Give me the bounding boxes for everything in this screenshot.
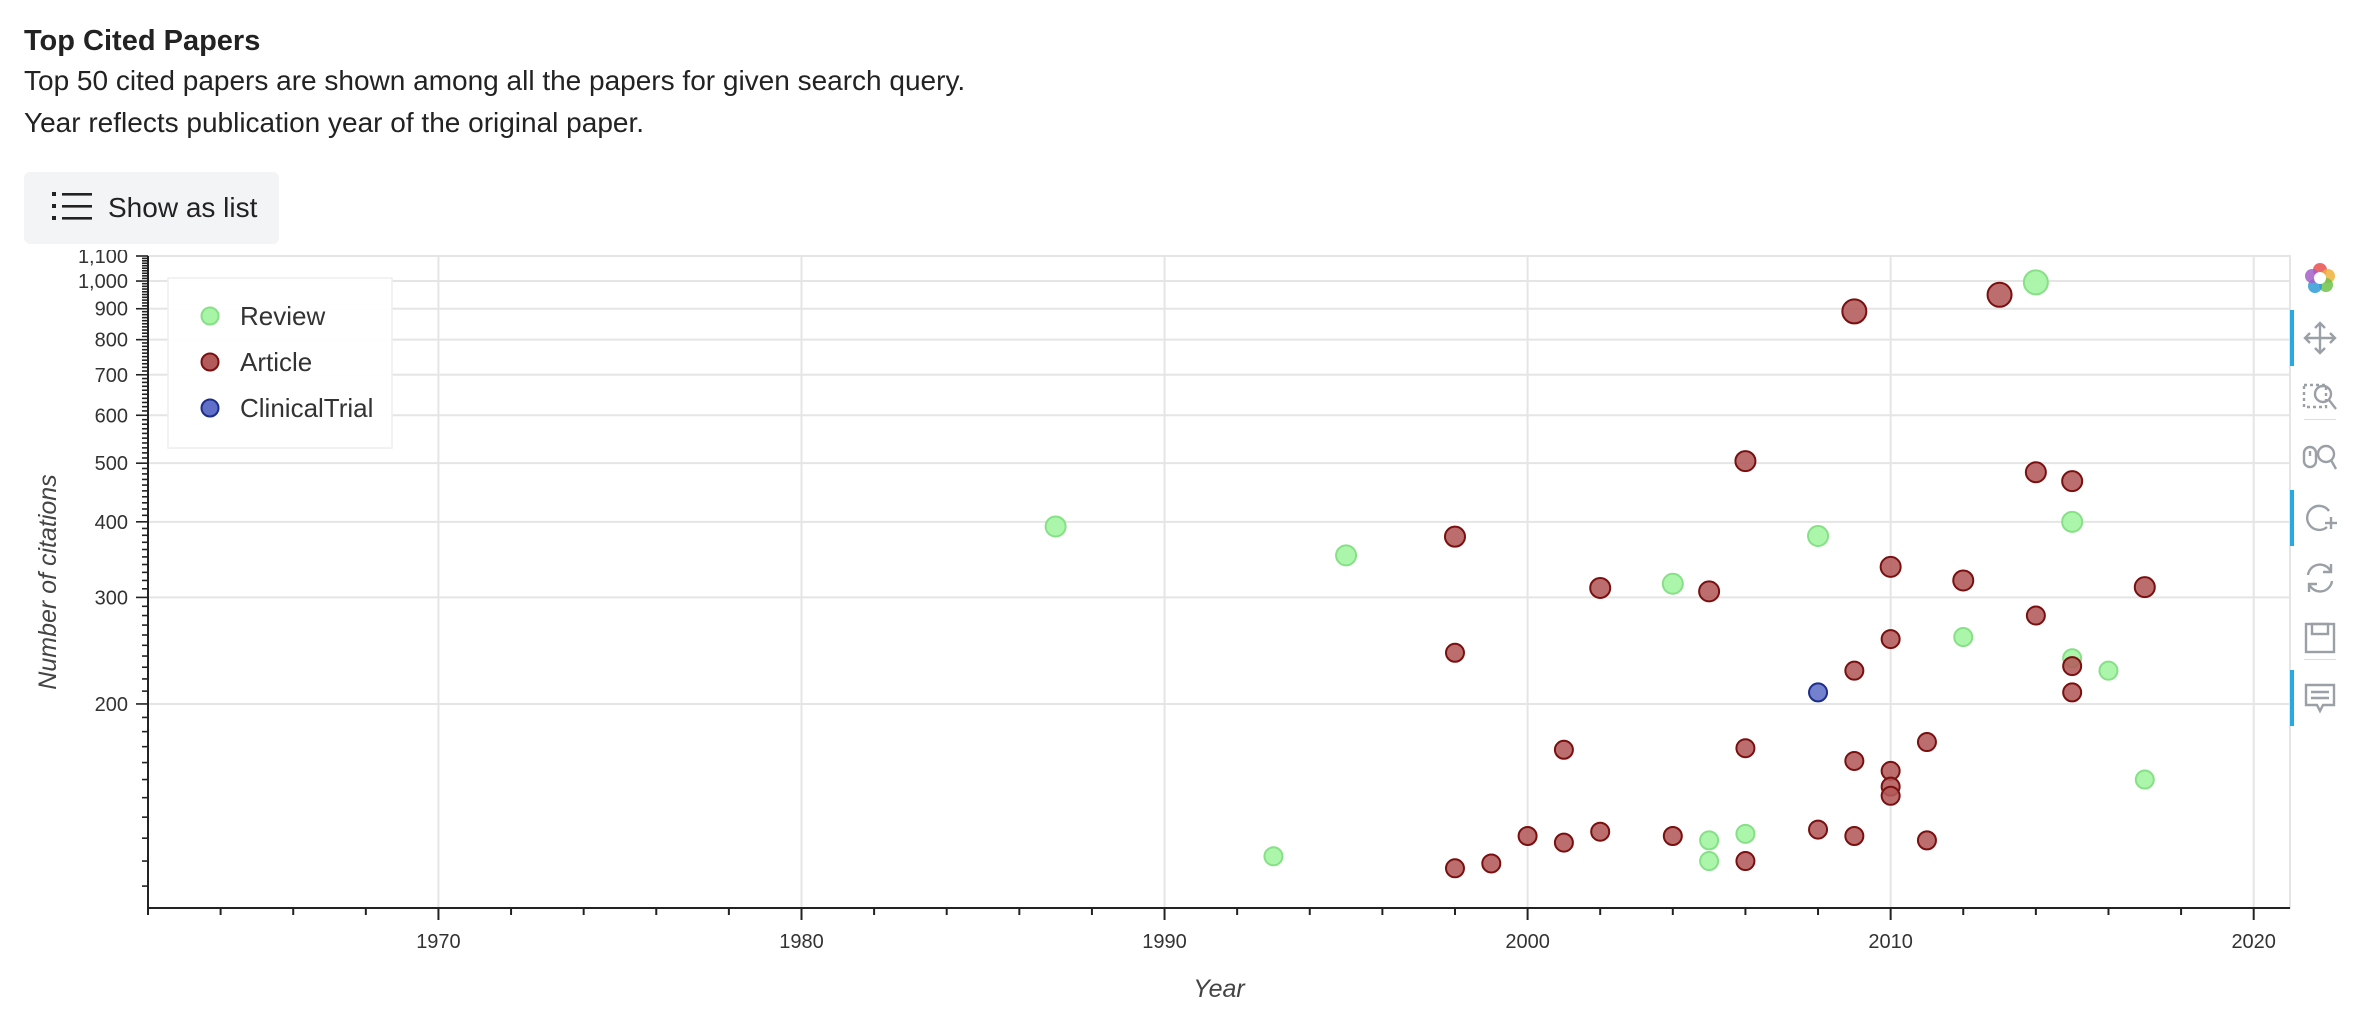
point-article — [1481, 853, 1502, 874]
x-tick-label: 1970 — [416, 931, 461, 953]
y-axis: 200 300 400 500 600 700 800 900 1,000 1,100 — [78, 250, 149, 908]
reset-icon[interactable] — [2290, 550, 2350, 606]
point-article — [1589, 576, 1612, 599]
legend-label: ClinicalTrial — [240, 393, 373, 423]
x-tick-label: 2000 — [1505, 931, 1550, 953]
point-article — [1808, 819, 1829, 840]
point-review — [2061, 510, 2084, 533]
wheel-zoom-icon[interactable] — [2290, 430, 2350, 486]
point-review — [1335, 544, 1358, 567]
y-tick-label: 800 — [95, 330, 128, 352]
point-article — [1952, 569, 1975, 592]
point-article — [2025, 605, 2046, 626]
point-article — [1735, 738, 1756, 759]
point-article — [1880, 629, 1901, 650]
point-article — [1880, 785, 1901, 806]
point-article — [2062, 682, 2083, 703]
description-line-1: Top 50 cited papers are shown among all … — [24, 65, 966, 96]
description-line-2: Year reflects publication year of the or… — [24, 107, 645, 138]
legend[interactable]: Review Article ClinicalTrial — [167, 277, 393, 449]
point-article — [1841, 298, 1868, 325]
chart-toolbar — [2290, 250, 2350, 750]
y-tick-label: 1,000 — [78, 271, 128, 293]
point-clinicaltrial — [1808, 682, 1829, 703]
point-article — [2133, 576, 2156, 599]
save-icon[interactable] — [2290, 610, 2350, 666]
header: Top Cited Papers Top 50 cited papers are… — [24, 22, 965, 144]
point-article — [1590, 821, 1611, 842]
point-review — [1735, 823, 1756, 844]
legend-label: Article — [240, 347, 312, 377]
point-article — [2062, 656, 2083, 677]
grid — [148, 255, 2290, 908]
legend-marker — [200, 306, 220, 326]
list-icon — [50, 188, 94, 229]
point-article — [1553, 739, 1574, 760]
point-article — [1698, 580, 1721, 603]
bokeh-logo-icon[interactable] — [2290, 250, 2350, 306]
show-as-list-label: Show as list — [108, 192, 258, 223]
page-title: Top Cited Papers — [24, 25, 261, 57]
point-article — [1916, 732, 1937, 753]
y-tick-label: 1,100 — [78, 250, 128, 268]
point-article — [1844, 750, 1865, 771]
y-axis-title: Number of citations — [34, 474, 62, 689]
y-tick-label: 400 — [95, 512, 128, 534]
point-review — [1953, 627, 1974, 648]
hover-icon[interactable] — [2290, 670, 2350, 726]
pan-icon[interactable] — [2290, 310, 2350, 366]
box-zoom-icon[interactable] — [2290, 370, 2350, 426]
point-article — [1735, 851, 1756, 872]
point-review — [1807, 524, 1830, 547]
y-tick-label: 600 — [95, 405, 128, 427]
point-article — [1844, 660, 1865, 681]
point-article — [2061, 470, 2084, 493]
point-article — [1553, 832, 1574, 853]
point-article — [1879, 555, 1902, 578]
legend-marker — [200, 352, 220, 372]
point-article — [1444, 642, 1465, 663]
point-review — [1044, 515, 1067, 538]
point-article — [1444, 858, 1465, 879]
point-review — [2134, 769, 2155, 790]
x-tick-label: 2010 — [1868, 931, 1913, 953]
point-article — [1916, 830, 1937, 851]
point-article — [1517, 826, 1538, 847]
x-axis-title: Year — [1193, 975, 1246, 1003]
y-tick-label: 700 — [95, 365, 128, 387]
point-review — [1699, 851, 1720, 872]
point-article — [1844, 826, 1865, 847]
data-points — [1044, 269, 2156, 879]
zoom-in-icon[interactable] — [2290, 490, 2350, 546]
point-review — [2098, 660, 2119, 681]
point-article — [1443, 525, 1466, 548]
point-article — [1986, 281, 2013, 308]
x-tick-label: 1990 — [1142, 931, 1187, 953]
y-tick-label: 300 — [95, 587, 128, 609]
point-review — [1699, 830, 1720, 851]
point-article — [1734, 450, 1757, 473]
show-as-list-button[interactable]: Show as list — [24, 172, 279, 244]
legend-marker — [200, 398, 220, 418]
point-review — [2022, 269, 2049, 296]
x-tick-label: 1980 — [779, 931, 824, 953]
x-axis: 1970 1980 1990 2000 2010 2020 — [147, 907, 2290, 953]
point-review — [1263, 846, 1284, 867]
citations-scatter-chart[interactable]: 1970 1980 1990 2000 2010 2020 200 300 400 500 600… — [0, 250, 2300, 1014]
y-tick-label: 500 — [95, 453, 128, 475]
legend-label: Review — [240, 301, 325, 331]
y-tick-label: 200 — [95, 694, 128, 716]
y-tick-label: 900 — [95, 299, 128, 321]
point-review — [1661, 572, 1684, 595]
x-tick-label: 2020 — [2231, 931, 2276, 953]
point-article — [1662, 826, 1683, 847]
point-article — [2024, 461, 2047, 484]
